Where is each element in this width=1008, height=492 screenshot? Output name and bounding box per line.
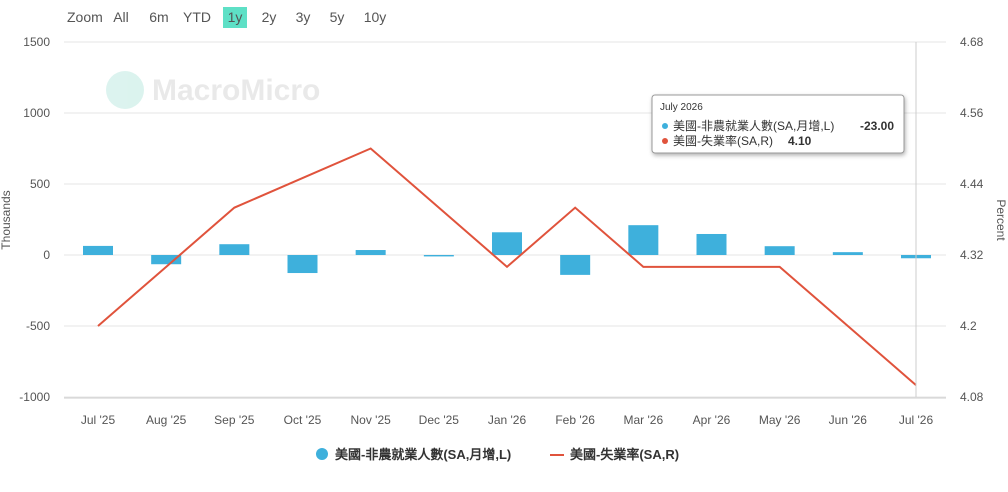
x-tick-label: Jul '26: [899, 413, 934, 427]
y2-tick-label: 4.56: [960, 106, 984, 120]
x-tick-label: May '26: [759, 413, 801, 427]
x-tick-label: Jul '25: [81, 413, 116, 427]
x-tick-label: Feb '26: [555, 413, 595, 427]
y2-axis-title: Percent: [994, 199, 1008, 241]
zoom-button[interactable]: All: [113, 9, 129, 25]
zoom-button[interactable]: 1y: [228, 9, 243, 25]
y-axis-title: Thousands: [0, 190, 13, 249]
bar: [696, 233, 727, 255]
y-tick-label: 1500: [23, 35, 50, 49]
y-tick-label: 1000: [23, 106, 50, 120]
x-tick-label: Apr '26: [693, 413, 731, 427]
bar: [219, 244, 250, 255]
bar: [628, 225, 659, 255]
y2-tick-label: 4.08: [960, 390, 984, 404]
x-tick-label: Oct '25: [284, 413, 322, 427]
x-tick-label: Mar '26: [624, 413, 664, 427]
zoom-button-bg: [223, 7, 247, 28]
tooltip: July 2026 美國-非農就業人數(SA,月增,L) -23.00 美國-失…: [651, 94, 905, 154]
bar: [423, 255, 454, 257]
y-tick-label: 500: [30, 177, 50, 191]
y-tick-label: -1000: [19, 390, 50, 404]
x-tick-label: Jan '26: [488, 413, 527, 427]
y2-tick-label: 4.2: [960, 319, 977, 333]
y2-tick-label: 4.32: [960, 248, 984, 262]
bar: [560, 255, 591, 275]
tooltip-title: July 2026: [660, 102, 703, 113]
zoom-button[interactable]: 2y: [262, 9, 277, 25]
bar: [287, 255, 318, 274]
x-tick-label: Nov '25: [351, 413, 392, 427]
zoom-button[interactable]: 3y: [296, 9, 311, 25]
line: [97, 147, 917, 386]
legend-marker: [316, 448, 328, 460]
tooltip-series-name: 美國-非農就業人數(SA,月增,L): [673, 119, 834, 133]
y-tick-label: 0: [43, 248, 50, 262]
watermark-text: MacroMicro: [152, 74, 320, 107]
zoom-button[interactable]: 10y: [364, 9, 387, 25]
x-tick-label: Jun '26: [829, 413, 868, 427]
legend-label: 美國-非農就業人數(SA,月增,L): [335, 447, 511, 462]
y-tick-label: -500: [26, 319, 50, 333]
x-tick-label: Sep '25: [214, 413, 255, 427]
legend-label: 美國-失業率(SA,R): [570, 447, 679, 462]
bar: [492, 232, 522, 255]
watermark: MacroMicro: [106, 71, 320, 109]
zoom-button[interactable]: YTD: [183, 9, 211, 25]
bar: [355, 250, 386, 255]
tooltip-value: 4.10: [788, 134, 812, 148]
x-tick-label: Dec '25: [419, 413, 460, 427]
zoom-label: Zoom: [67, 9, 103, 25]
x-tick-label: Aug '25: [146, 413, 187, 427]
y2-tick-label: 4.68: [960, 35, 984, 49]
bar: [764, 246, 795, 255]
bar: [151, 255, 182, 265]
tooltip-value: -23.00: [860, 119, 894, 133]
zoom-button[interactable]: 5y: [330, 9, 345, 25]
zoom-button[interactable]: 6m: [149, 9, 168, 25]
zoom-buttons: All 6m YTD 1y 2y 3y 5y 10y: [113, 7, 386, 28]
tooltip-series-name: 美國-失業率(SA,R): [673, 133, 773, 148]
bar: [83, 245, 113, 255]
bar: [832, 252, 863, 255]
y2-tick-label: 4.44: [960, 177, 984, 191]
